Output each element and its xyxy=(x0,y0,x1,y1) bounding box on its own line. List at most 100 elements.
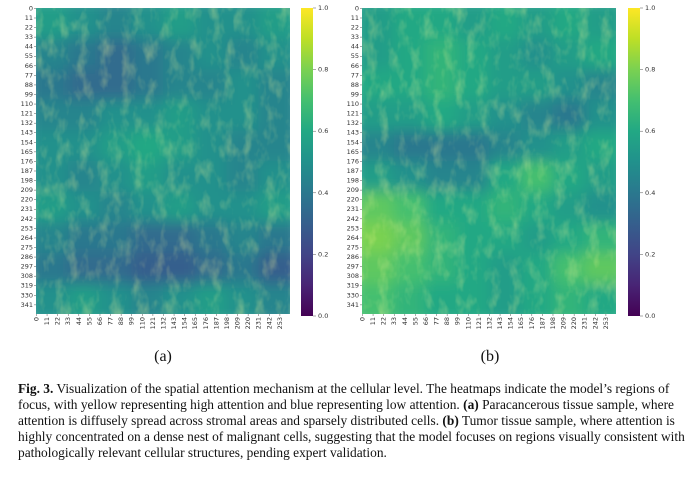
colorbar-tick-label: 1.0 xyxy=(645,4,655,12)
caption-bold: Fig. 3. xyxy=(18,381,54,396)
heatmap-cells xyxy=(362,8,616,314)
y-tick-label: 176 xyxy=(347,157,359,165)
y-tick-label: 77 xyxy=(25,71,33,79)
x-tick-label: 132 xyxy=(485,317,493,329)
x-tick-label: 55 xyxy=(85,317,93,325)
figure: 0112233445566778899110121132143154165176… xyxy=(21,4,656,365)
caption-text: Tumor tissue sample, where attention is … xyxy=(18,413,685,460)
colorbar-tick-label: 1.0 xyxy=(318,4,328,12)
y-tick-label: 22 xyxy=(25,24,33,32)
colorbar-tick-label: 0.6 xyxy=(318,127,328,135)
x-tick-label: 143 xyxy=(496,317,504,329)
y-tick-label: 319 xyxy=(21,282,33,290)
x-tick-label: 231 xyxy=(581,317,589,329)
panel-label: (a) xyxy=(154,348,172,365)
y-tick-label: 187 xyxy=(347,167,359,175)
y-tick-label: 341 xyxy=(347,301,359,309)
y-tick-label: 253 xyxy=(21,224,33,232)
x-tick-label: 99 xyxy=(454,317,462,325)
figure-caption: Fig. 3. Visualization of the spatial att… xyxy=(18,381,686,461)
heatmap-panel: 0112233445566778899110121132143154165176… xyxy=(347,4,656,365)
y-tick-label: 132 xyxy=(347,119,359,127)
x-tick-label: 198 xyxy=(549,317,557,329)
x-tick-label: 198 xyxy=(223,317,231,329)
y-tick-label: 176 xyxy=(21,157,33,165)
y-tick-label: 55 xyxy=(351,52,359,60)
x-tick-label: 66 xyxy=(422,317,430,325)
x-tick-label: 176 xyxy=(202,317,210,329)
y-tick-label: 330 xyxy=(347,291,359,299)
y-tick-label: 121 xyxy=(347,110,359,118)
y-tick-label: 231 xyxy=(21,205,33,213)
y-tick-label: 55 xyxy=(25,52,33,60)
y-tick-label: 44 xyxy=(351,43,359,51)
x-tick-label: 187 xyxy=(212,317,220,329)
y-tick-label: 110 xyxy=(347,100,359,108)
texture xyxy=(36,8,290,314)
x-tick-label: 132 xyxy=(159,317,167,329)
x-tick-label: 22 xyxy=(54,317,62,325)
y-tick-label: 286 xyxy=(21,253,33,261)
y-tick-label: 209 xyxy=(21,186,33,194)
x-tick-label: 77 xyxy=(107,317,115,325)
x-tick-label: 242 xyxy=(265,317,273,329)
y-tick-label: 143 xyxy=(21,129,33,137)
x-tick-label: 121 xyxy=(149,317,157,329)
y-tick-label: 187 xyxy=(21,167,33,175)
heatmap-cells xyxy=(36,8,290,314)
x-tick-label: 11 xyxy=(369,317,377,325)
x-tick-label: 22 xyxy=(380,317,388,325)
colorbar-tick-label: 0.2 xyxy=(645,250,655,258)
y-tick-label: 198 xyxy=(21,177,33,185)
caption-bold: (a) xyxy=(463,397,479,412)
x-tick-label: 242 xyxy=(591,317,599,329)
x-tick-label: 253 xyxy=(602,317,610,329)
y-tick-label: 88 xyxy=(25,81,33,89)
y-tick-label: 231 xyxy=(347,205,359,213)
x-tick-label: 110 xyxy=(138,317,146,329)
y-tick-label: 275 xyxy=(347,243,359,251)
x-tick-label: 33 xyxy=(64,317,72,325)
x-tick-label: 187 xyxy=(538,317,546,329)
x-tick-label: 220 xyxy=(570,317,578,329)
x-tick-label: 77 xyxy=(433,317,441,325)
y-tick-label: 264 xyxy=(21,234,33,242)
y-tick-label: 110 xyxy=(21,100,33,108)
colorbar-tick-label: 0.4 xyxy=(645,189,655,197)
y-tick-label: 275 xyxy=(21,243,33,251)
y-tick-label: 220 xyxy=(21,196,33,204)
colorbar-tick-label: 0.6 xyxy=(645,127,655,135)
y-tick-label: 308 xyxy=(21,272,33,280)
y-tick-label: 308 xyxy=(347,272,359,280)
colorbar-tick-label: 0.4 xyxy=(318,189,328,197)
x-tick-label: 44 xyxy=(401,317,409,325)
caption-text: Visualization of the spatial attention m… xyxy=(18,381,670,412)
y-tick-label: 286 xyxy=(347,253,359,261)
y-tick-label: 165 xyxy=(347,148,359,156)
texture xyxy=(362,8,616,314)
y-tick-label: 121 xyxy=(21,110,33,118)
colorbar xyxy=(301,8,313,316)
y-tick-label: 33 xyxy=(25,33,33,41)
x-tick-label: 143 xyxy=(170,317,178,329)
x-tick-label: 11 xyxy=(43,317,51,325)
x-tick-label: 231 xyxy=(255,317,263,329)
y-tick-label: 0 xyxy=(29,4,33,12)
y-tick-label: 11 xyxy=(351,14,359,22)
y-tick-label: 44 xyxy=(25,43,33,51)
y-tick-label: 264 xyxy=(347,234,359,242)
panel-label: (b) xyxy=(481,348,500,365)
colorbar xyxy=(628,8,640,316)
y-tick-label: 66 xyxy=(25,62,33,70)
y-tick-label: 198 xyxy=(347,177,359,185)
colorbar-tick-label: 0.0 xyxy=(318,312,328,320)
y-tick-label: 242 xyxy=(347,215,359,223)
y-tick-label: 88 xyxy=(351,81,359,89)
x-tick-label: 165 xyxy=(517,317,525,329)
y-tick-label: 99 xyxy=(25,90,33,98)
heatmap-panel: 0112233445566778899110121132143154165176… xyxy=(21,4,329,365)
y-tick-label: 154 xyxy=(21,138,33,146)
x-tick-label: 154 xyxy=(507,317,515,329)
colorbar-tick-label: 0.0 xyxy=(645,312,655,320)
